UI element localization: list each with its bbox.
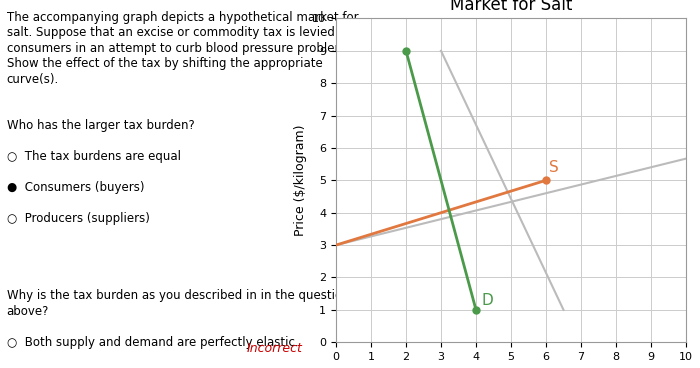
Text: ●  Consumers (buyers): ● Consumers (buyers) [6,181,144,194]
Title: Market for Salt: Market for Salt [450,0,572,14]
Text: Why is the tax burden as you described in in the question: Why is the tax burden as you described i… [6,289,349,302]
Text: ○  Both supply and demand are perfectly elastic.: ○ Both supply and demand are perfectly e… [6,336,298,348]
Text: ○  Producers (suppliers): ○ Producers (suppliers) [6,212,150,225]
Text: S: S [550,160,559,176]
Text: The accompanying graph depicts a hypothetical market for: The accompanying graph depicts a hypothe… [6,11,358,24]
Text: D: D [482,293,493,308]
Text: above?: above? [6,305,49,318]
Text: salt. Suppose that an excise or commodity tax is levied on: salt. Suppose that an excise or commodit… [6,26,353,39]
Text: consumers in an attempt to curb blood pressure problems.: consumers in an attempt to curb blood pr… [6,42,356,55]
Text: Who has the larger tax burden?: Who has the larger tax burden? [6,119,195,132]
Text: curve(s).: curve(s). [6,73,59,86]
Y-axis label: Price ($/kilogram): Price ($/kilogram) [294,125,307,236]
Text: Incorrect: Incorrect [246,342,302,355]
Text: ○  The tax burdens are equal: ○ The tax burdens are equal [6,150,181,163]
Text: Show the effect of the tax by shifting the appropriate: Show the effect of the tax by shifting t… [6,57,322,70]
